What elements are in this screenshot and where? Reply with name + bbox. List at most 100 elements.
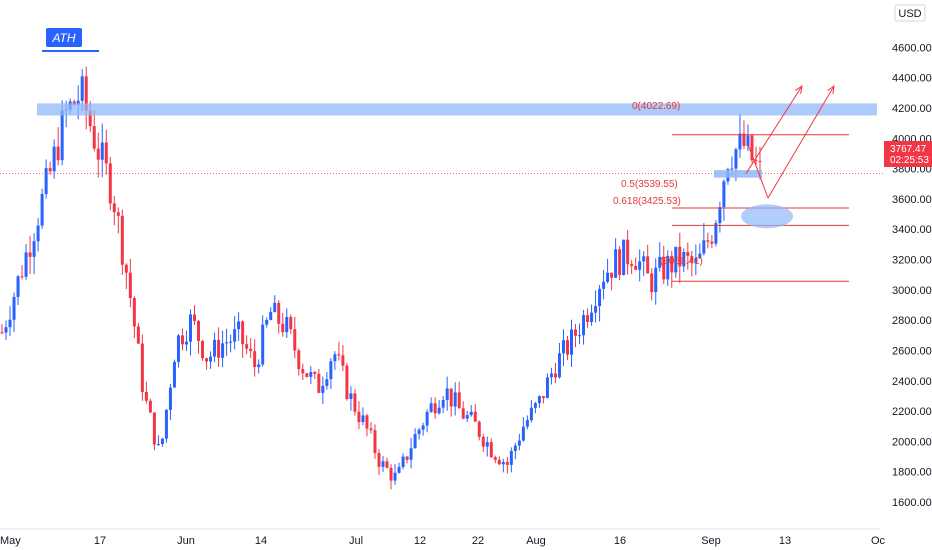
candle-body	[429, 403, 433, 412]
candle-body	[28, 252, 32, 257]
candle-body	[746, 135, 750, 146]
candle-body	[646, 256, 650, 274]
candle-body	[393, 472, 397, 481]
candle-body	[321, 385, 325, 393]
ath-annotation[interactable]: ATH	[42, 28, 99, 52]
time-tick-label: 14	[255, 535, 267, 547]
candle-body	[140, 343, 144, 393]
candle-body	[32, 241, 36, 257]
candle-body	[610, 272, 614, 278]
candle-body	[461, 408, 465, 419]
candle-body	[281, 323, 285, 333]
candle-body	[594, 306, 598, 313]
candle-body	[634, 265, 638, 270]
candle-body	[221, 343, 225, 358]
price-tick-label: 4400.00	[892, 73, 932, 85]
time-axis[interactable]: May 17 Jun 14 Jul 12 22 Aug 16 Sep 13 Oc	[0, 535, 886, 547]
candle-body	[590, 312, 594, 322]
currency-label[interactable]: USD	[894, 4, 926, 22]
candle-body	[513, 445, 517, 451]
price-tick-label: 3600.00	[892, 194, 932, 206]
candle-body	[626, 239, 630, 265]
price-tick-label: 2800.00	[892, 315, 932, 327]
candle-body	[96, 148, 100, 160]
candle-body	[682, 252, 686, 267]
candle-body	[152, 412, 156, 445]
candle-body	[545, 377, 549, 398]
candle-body	[353, 393, 357, 412]
candle-body	[537, 396, 541, 404]
candle-body	[84, 76, 88, 111]
target-zone-ellipse	[741, 204, 793, 229]
candle-body	[666, 255, 670, 280]
candle-body	[273, 302, 277, 312]
candle-body	[409, 448, 413, 460]
candle-body	[20, 276, 24, 278]
resistance-zone	[37, 103, 877, 116]
candle-body	[48, 168, 52, 172]
candle-body	[485, 442, 489, 447]
candle-body	[453, 392, 457, 407]
candle-body	[205, 358, 209, 362]
price-tick-label: 2600.00	[892, 345, 932, 357]
candle-body	[172, 361, 176, 388]
candle-body	[738, 133, 742, 150]
candle-body	[289, 317, 293, 330]
candle-body	[337, 354, 341, 356]
candle-body	[710, 241, 714, 244]
candle-body	[225, 342, 229, 344]
countdown-text: 02:25:53	[890, 155, 929, 166]
candle-body	[301, 369, 305, 374]
candle-body	[80, 76, 84, 101]
candle-body	[88, 110, 92, 127]
candle-body	[734, 149, 738, 169]
candle-body	[188, 314, 192, 342]
candle-body	[100, 142, 104, 160]
candle-body	[598, 288, 602, 307]
candle-body	[714, 223, 718, 244]
candle-body	[381, 461, 385, 467]
candle-body	[606, 272, 610, 282]
candle-body	[473, 411, 477, 422]
candle-body	[164, 409, 168, 439]
price-tick-label: 4600.00	[892, 42, 932, 54]
price-tick-label: 1800.00	[892, 467, 932, 479]
price-tick-label: 2200.00	[892, 406, 932, 418]
candle-body	[570, 329, 574, 355]
candle-body	[124, 264, 128, 273]
candle-body	[405, 456, 409, 460]
projection-arrow-long-head	[827, 84, 835, 94]
candle-body	[722, 181, 726, 208]
candle-body	[333, 354, 337, 362]
price-tick-label: 3000.00	[892, 285, 932, 297]
price-tick-label: 3200.00	[892, 255, 932, 267]
candle-body	[148, 400, 152, 413]
candle-body	[128, 272, 132, 299]
candle-body	[285, 317, 289, 333]
candle-body	[489, 442, 493, 458]
candle-body	[160, 438, 164, 444]
candle-body	[742, 133, 746, 146]
candle-body	[60, 110, 64, 161]
candle-body	[618, 249, 622, 276]
candle-body	[329, 361, 333, 380]
candle-body	[180, 335, 184, 345]
candlestick-series	[0, 66, 762, 490]
time-tick-label: Oc	[871, 535, 886, 547]
candle-body	[361, 415, 365, 423]
candle-body	[445, 388, 449, 400]
candle-body	[706, 240, 710, 242]
currency-text: USD	[898, 8, 921, 20]
candle-body	[241, 321, 245, 345]
candle-body	[56, 146, 60, 161]
candle-body	[257, 364, 261, 368]
candle-body	[112, 203, 116, 213]
candle-body	[690, 255, 694, 263]
projection-drop	[747, 144, 769, 199]
projection-arrow-long	[767, 85, 835, 199]
candle-body	[217, 339, 221, 358]
candle-body	[116, 212, 120, 216]
candle-body	[317, 373, 321, 393]
